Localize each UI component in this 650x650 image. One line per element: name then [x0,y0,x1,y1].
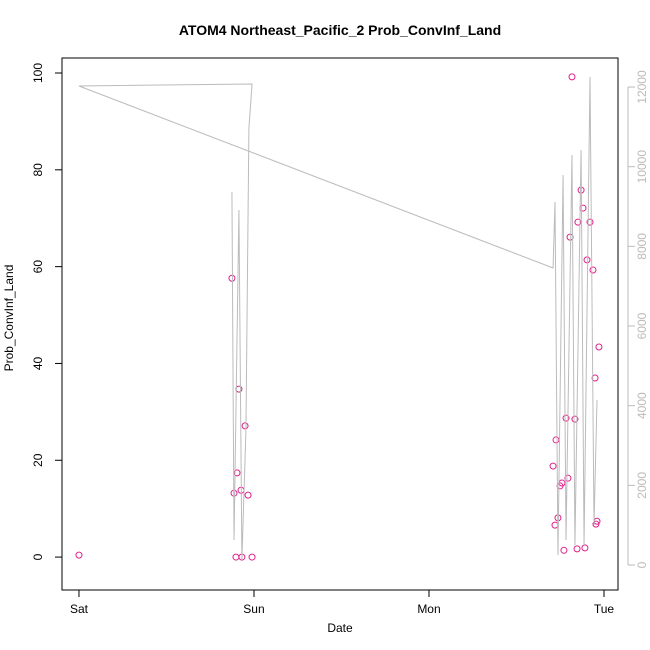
point [571,415,579,423]
point [591,374,599,382]
point [573,545,581,553]
x-tick-label: Sun [243,602,264,616]
point [228,274,236,282]
point [583,256,591,264]
y2-tick-label: 12000 [635,70,649,104]
y2-tick-label: 4000 [635,392,649,419]
point [75,551,83,559]
y2-tick-label: 10000 [635,150,649,184]
y2-tick-label: 2000 [635,472,649,499]
point [586,218,594,226]
y-tick-label: 40 [31,356,45,370]
point [581,544,589,552]
y-tick-label: 80 [31,163,45,177]
point [248,553,256,561]
data-line [78,76,598,560]
point [595,343,603,351]
y2-tick-label: 8000 [635,233,649,260]
y-axis-label: Prob_ConvInf_Land [2,265,16,372]
x-tick-label: Mon [417,602,440,616]
x-axis-label: Date [327,621,353,635]
point [549,462,557,470]
point [244,491,252,499]
point [574,218,582,226]
x-tick-label: Sat [70,602,89,616]
point [560,546,568,554]
y-tick-label: 20 [31,453,45,467]
point [568,73,576,81]
point [241,422,249,430]
plot-box [61,57,619,591]
y-tick-label: 100 [31,63,45,83]
point [562,414,570,422]
y-tick-label: 60 [31,260,45,274]
x-tick-label: Tue [594,602,615,616]
point [564,474,572,482]
point [589,266,597,274]
y2-tick-label: 0 [635,561,649,568]
chart-title: ATOM4 Northeast_Pacific_2 Prob_ConvInf_L… [179,22,501,38]
y-tick-label: 0 [31,553,45,560]
y2-tick-label: 6000 [635,312,649,339]
